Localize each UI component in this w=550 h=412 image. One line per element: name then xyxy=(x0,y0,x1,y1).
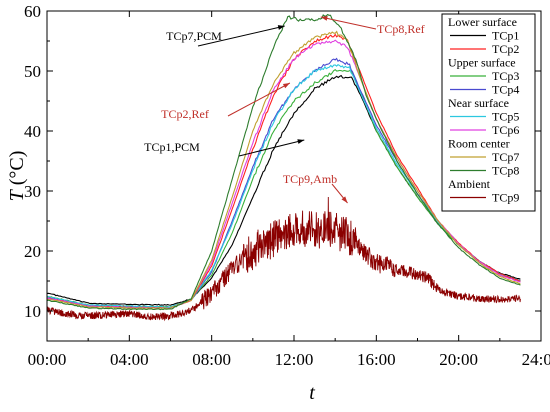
annotation-arrow xyxy=(197,25,285,47)
annotation-arrowhead xyxy=(297,139,305,144)
legend-label-tcp1: TCp1 xyxy=(492,29,519,43)
legend-label-tcp6: TCp6 xyxy=(492,123,519,137)
series-line-tcp9 xyxy=(46,196,521,322)
legend-box xyxy=(441,13,536,212)
x-tick-label: 08:00 xyxy=(192,350,231,369)
x-tick-label: 24:00 xyxy=(522,350,550,369)
legend-label-tcp8: TCp8 xyxy=(492,164,519,178)
x-tick-label: 16:00 xyxy=(357,350,396,369)
annotation-label: TCp2,Ref xyxy=(161,107,209,121)
annotation-arrowhead xyxy=(282,83,290,89)
y-tick-label: 10 xyxy=(24,302,41,321)
y-axis: 10 20 30 40 50 60 xyxy=(24,2,541,342)
y-tick-label: 20 xyxy=(24,242,41,261)
legend-label-tcp2: TCp2 xyxy=(492,42,519,56)
series-layer xyxy=(46,13,521,322)
legend-label-tcp5: TCp5 xyxy=(492,110,519,124)
series-line-tcp8 xyxy=(46,13,521,311)
legend-group-title: Near surface xyxy=(448,96,509,110)
annotation-arrowhead xyxy=(341,196,348,203)
annotation-label: TCp7,PCM xyxy=(166,29,222,43)
y-tick-label: 50 xyxy=(24,62,41,81)
annotation-label: TCp8,Ref xyxy=(377,22,425,36)
x-tick-label: 20:00 xyxy=(439,350,478,369)
x-tick-label: 00:00 xyxy=(28,350,67,369)
annotation-arrowhead xyxy=(277,25,285,30)
x-tick-label: 12:00 xyxy=(275,350,314,369)
y-axis-label: T (°C) xyxy=(6,151,28,202)
annotation-arrowhead xyxy=(320,16,328,21)
legend-group-title: Lower surface xyxy=(448,15,517,29)
y-axis-label-unit: (°C) xyxy=(6,151,28,191)
annotation-label: TCp1,PCM xyxy=(144,140,200,154)
series-line-tcp7 xyxy=(46,30,521,309)
y-tick-label: 30 xyxy=(24,182,41,201)
x-axis: 00:00 04:00 08:00 12:00 16:00 20:00 24:00 xyxy=(28,11,550,369)
annotation-arrow xyxy=(320,16,377,30)
legend-label-tcp7: TCp7 xyxy=(492,150,519,164)
legend-label-tcp9: TCp9 xyxy=(492,191,519,205)
annotation-arrow xyxy=(238,139,305,157)
legend-label-tcp3: TCp3 xyxy=(492,69,519,83)
legend-group-title: Ambient xyxy=(448,177,491,191)
legend-label-tcp4: TCp4 xyxy=(492,83,519,97)
y-tick-label: 40 xyxy=(24,122,41,141)
y-axis-label-symbol: T xyxy=(6,188,28,201)
annotations-layer: TCp7,PCM TCp8,Ref TCp2,Ref TCp1,PCM TCp9,Amb xyxy=(144,16,425,204)
y-tick-label: 60 xyxy=(24,2,41,21)
x-axis-label: t xyxy=(309,382,315,404)
annotation-arrow xyxy=(227,82,291,117)
annotation-label: TCp9,Amb xyxy=(283,172,337,186)
legend-group-title: Upper surface xyxy=(448,56,516,70)
legend-group-title: Room center xyxy=(448,137,510,151)
x-tick-label: 04:00 xyxy=(110,350,149,369)
